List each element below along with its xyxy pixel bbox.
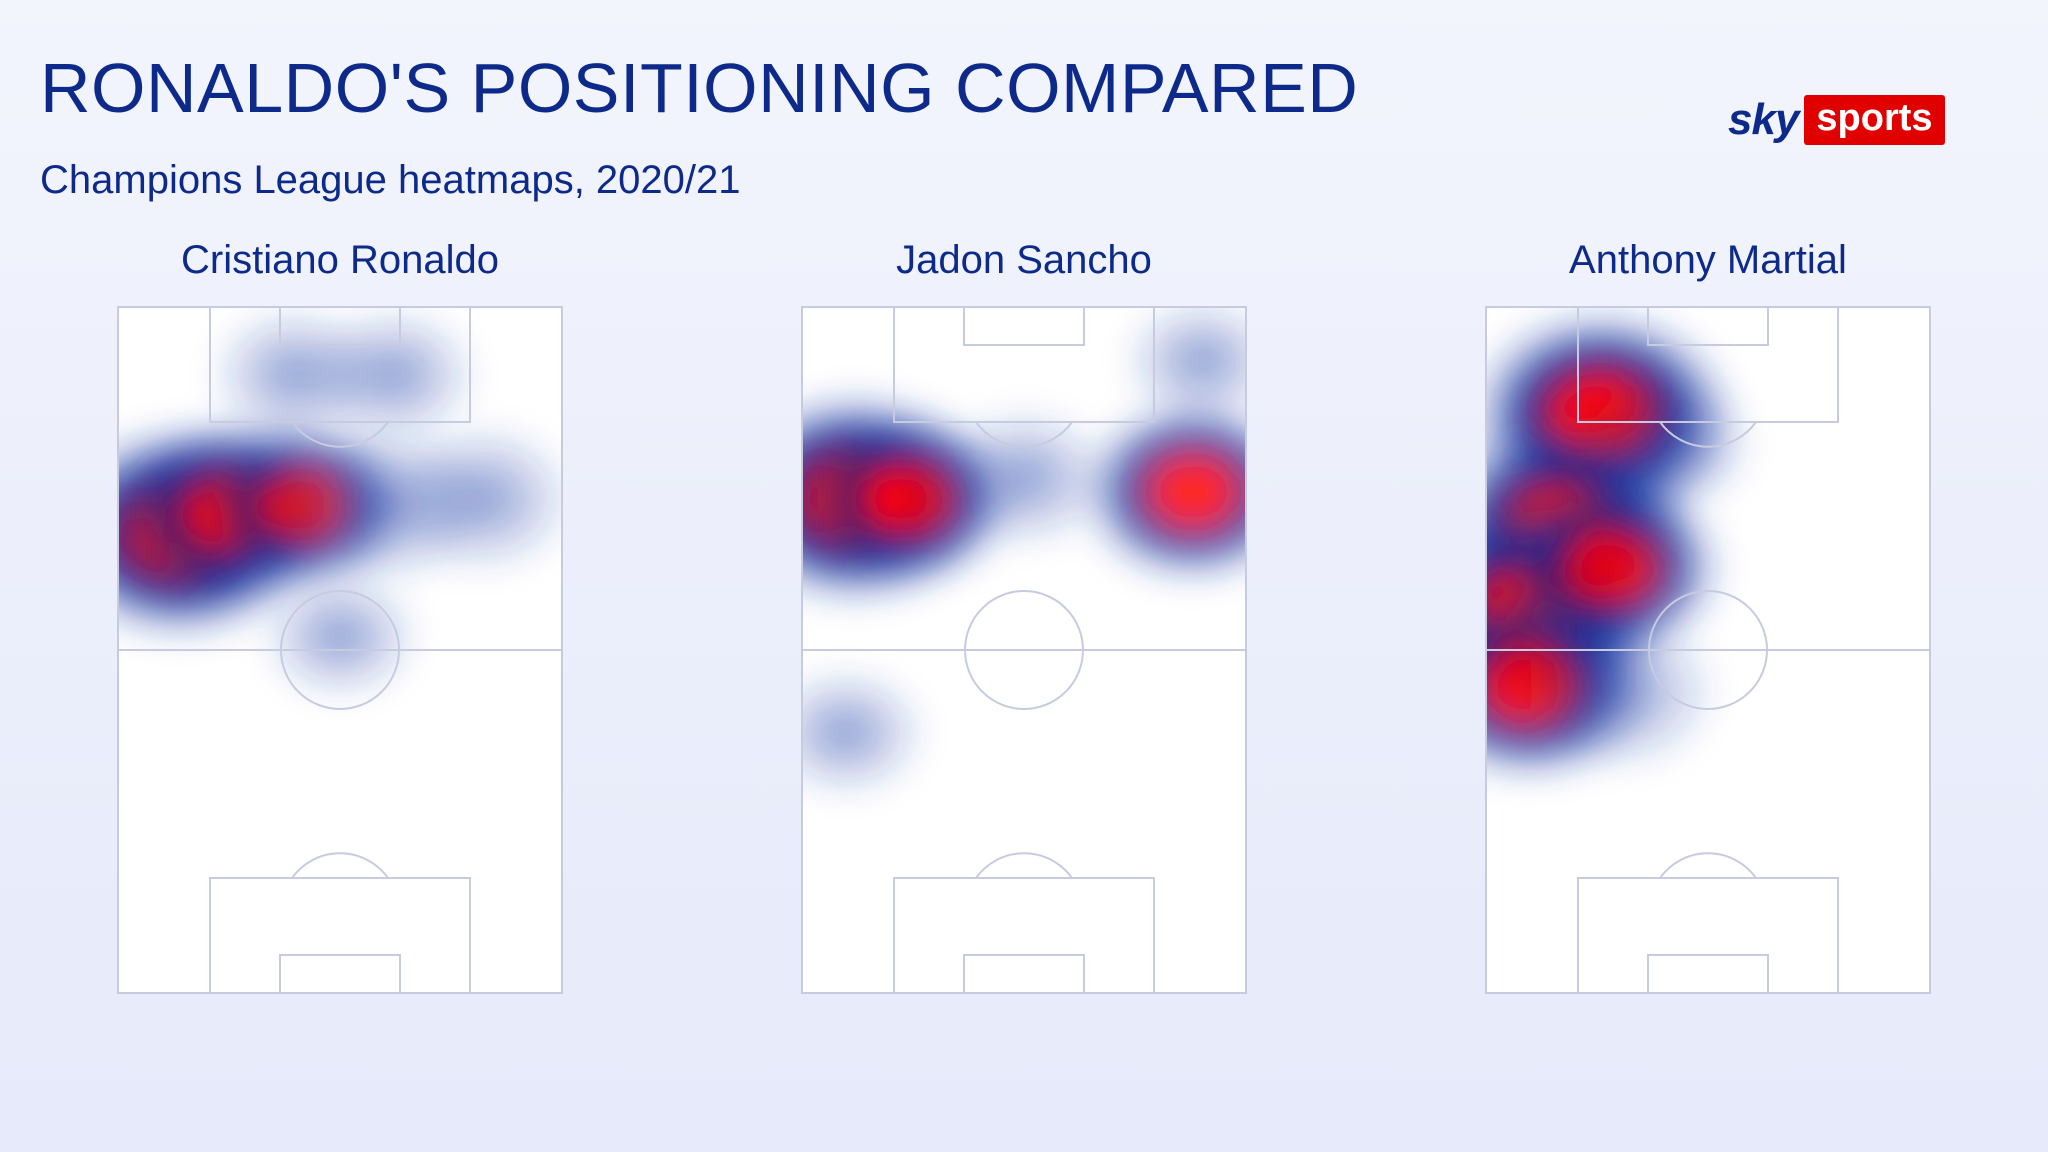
- heatmap-sancho: [801, 306, 1247, 994]
- brand-sky-text: sky: [1728, 95, 1799, 144]
- six-yard-box-bottom: [963, 954, 1085, 994]
- brand-sports-badge: sports: [1804, 95, 1945, 145]
- heat-point: [1571, 368, 1756, 519]
- heat-point: [1516, 608, 1721, 774]
- heat-point: [1121, 306, 1247, 427]
- heat-point: [258, 570, 422, 702]
- chart-title: RONALDO'S POSITIONING COMPARED: [40, 49, 1359, 127]
- heat-point: [307, 306, 480, 445]
- player-name-ronaldo: Cristiano Ronaldo: [181, 238, 499, 282]
- player-name-martial: Anthony Martial: [1569, 238, 1847, 282]
- player-name-sancho: Jadon Sancho: [896, 238, 1152, 282]
- centre-circle: [1648, 590, 1768, 710]
- penalty-arc-bottom: [1659, 852, 1757, 879]
- six-yard-box-bottom: [1647, 954, 1769, 994]
- centre-circle: [964, 590, 1084, 710]
- heat-point: [934, 405, 1114, 551]
- six-yard-box-top: [963, 306, 1085, 346]
- centre-circle: [280, 590, 400, 710]
- heat-point: [801, 665, 929, 800]
- heat-layer: [117, 306, 563, 702]
- heat-layer: [801, 306, 1247, 800]
- penalty-arc-bottom: [291, 852, 389, 879]
- penalty-arc-top: [291, 421, 389, 448]
- pitch-markings: [117, 306, 563, 994]
- six-yard-box-top: [1647, 306, 1769, 346]
- pitch-markings: [1485, 306, 1931, 994]
- chart-subtitle: Champions League heatmaps, 2020/21: [40, 158, 741, 202]
- heat-point: [1075, 396, 1247, 587]
- heat-point: [1492, 472, 1728, 663]
- six-yard-box-bottom: [279, 954, 401, 994]
- six-yard-box-top: [279, 306, 401, 346]
- pitch-markings: [801, 306, 1247, 994]
- penalty-arc-bottom: [975, 852, 1073, 879]
- heat-point: [387, 421, 563, 576]
- heatmap-martial: [1485, 306, 1931, 994]
- penalty-arc-top: [1659, 421, 1757, 448]
- sky-sports-logo: sky sports: [1728, 94, 1945, 146]
- heatmap-ronaldo: [117, 306, 563, 994]
- heat-layer: [1485, 306, 1756, 785]
- penalty-arc-top: [975, 421, 1073, 448]
